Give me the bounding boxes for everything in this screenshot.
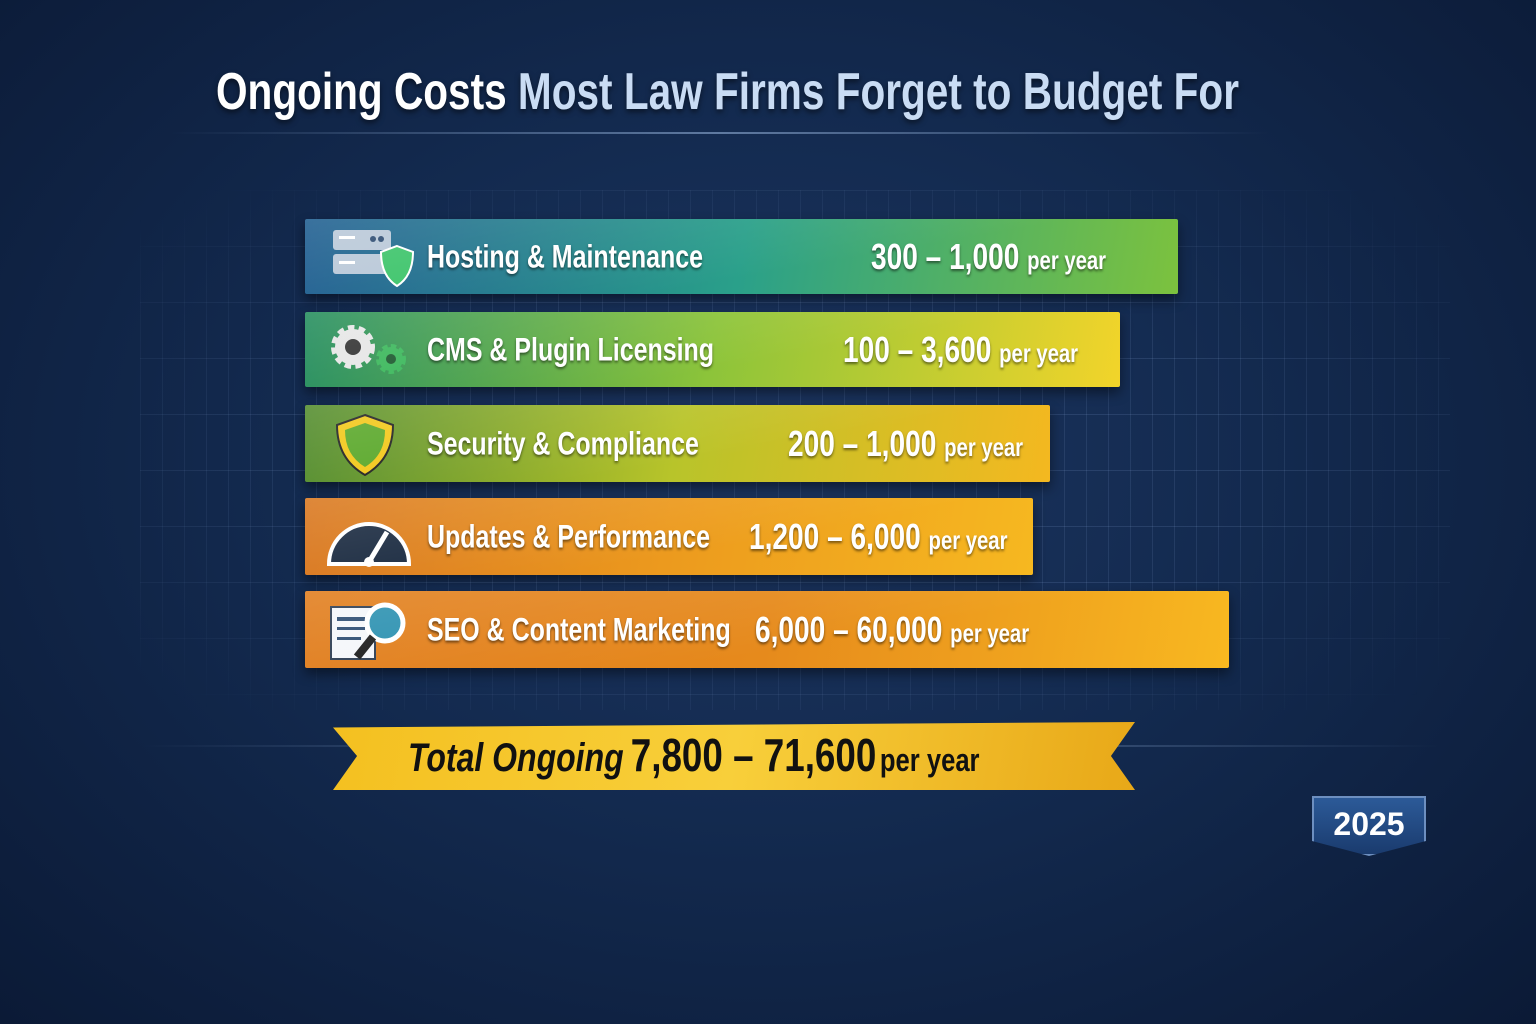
bar-2: CMS & Plugin Licensing 100 – 3,600 per y… xyxy=(305,312,1120,387)
bar-unit: per year xyxy=(950,617,1030,648)
shield-icon xyxy=(335,413,395,476)
total-ribbon xyxy=(333,722,1135,790)
title-rest: Most Law Firms Forget to Budget For xyxy=(517,63,1239,121)
bar-label: CMS & Plugin Licensing xyxy=(427,331,715,367)
total-unit: per year xyxy=(879,742,980,778)
gears-icon xyxy=(331,324,406,374)
bar-value: 100 – 3,600 per year xyxy=(843,328,1079,370)
bar-label: Hosting & Maintenance xyxy=(427,238,703,274)
bar-unit: per year xyxy=(944,431,1024,462)
bar-4: Updates & Performance 1,200 – 6,000 per … xyxy=(305,498,1033,575)
bar-unit: per year xyxy=(999,337,1079,368)
bar-unit: per year xyxy=(928,524,1008,555)
bar-unit: per year xyxy=(1027,244,1107,275)
bar-label: Updates & Performance xyxy=(427,518,710,554)
title-underline xyxy=(170,132,1270,134)
bar-5: SEO & Content Marketing 6,000 – 60,000 p… xyxy=(305,591,1229,668)
server-shield-icon xyxy=(333,229,415,287)
title-highlight: Ongoing Costs xyxy=(216,63,507,121)
page-title: Ongoing Costs Most Law Firms Forget to B… xyxy=(216,62,1239,122)
total-text: Total Ongoing 7,800 – 71,600 per year xyxy=(408,728,980,782)
bar-value: 1,200 – 6,000 per year xyxy=(749,515,1008,557)
bar-3: Security & Compliance 200 – 1,000 per ye… xyxy=(305,405,1050,482)
bar-1: Hosting & Maintenance 300 – 1,000 per ye… xyxy=(305,219,1178,294)
total-value: 7,800 – 71,600 xyxy=(630,729,877,781)
year-badge: 2025 xyxy=(1312,796,1426,856)
bar-value: 6,000 – 60,000 per year xyxy=(755,608,1030,650)
bar-label: SEO & Content Marketing xyxy=(427,611,731,647)
bar-label: Security & Compliance xyxy=(427,425,699,461)
total-label: Total Ongoing xyxy=(408,736,624,780)
document-search-icon xyxy=(330,602,406,660)
speedometer-icon xyxy=(326,521,412,567)
bar-value: 200 – 1,000 per year xyxy=(788,422,1024,464)
bar-value: 300 – 1,000 per year xyxy=(871,235,1107,277)
